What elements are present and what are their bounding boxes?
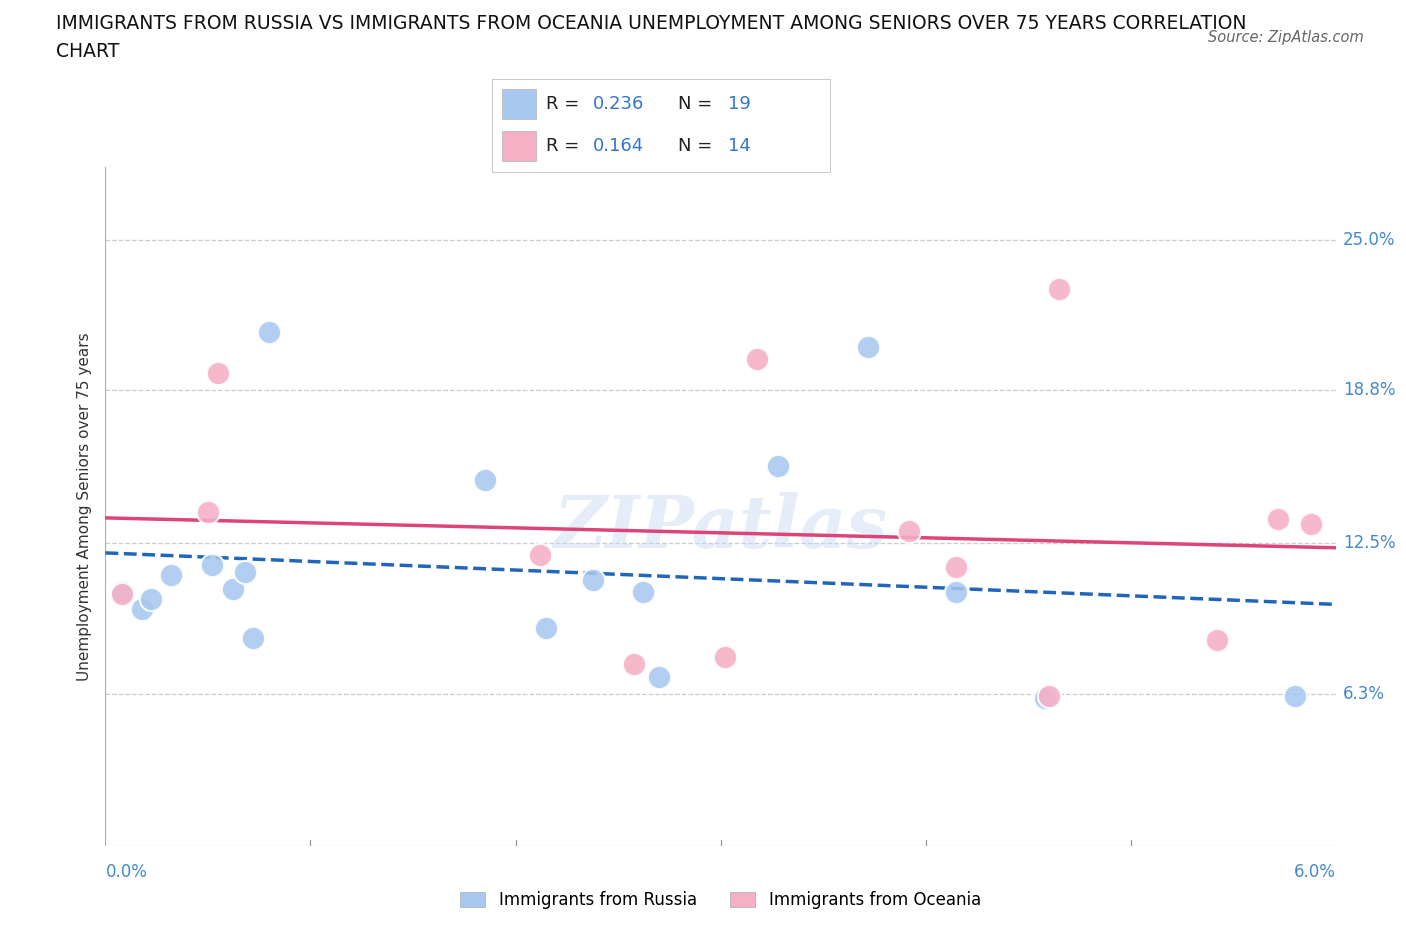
Point xyxy=(221,582,243,597)
Text: 0.236: 0.236 xyxy=(593,95,645,113)
Text: 0.164: 0.164 xyxy=(593,137,644,155)
Text: ZIPatlas: ZIPatlas xyxy=(554,492,887,563)
Text: N =: N = xyxy=(678,95,717,113)
Y-axis label: Unemployment Among Seniors over 75 years: Unemployment Among Seniors over 75 years xyxy=(76,333,91,681)
Text: CHART: CHART xyxy=(56,42,120,60)
Text: 6.3%: 6.3% xyxy=(1343,684,1385,702)
Legend: Immigrants from Russia, Immigrants from Oceania: Immigrants from Russia, Immigrants from … xyxy=(454,884,987,916)
Text: 6.0%: 6.0% xyxy=(1294,863,1336,881)
Text: 12.5%: 12.5% xyxy=(1343,534,1395,552)
Point xyxy=(474,472,496,487)
Point xyxy=(623,657,645,671)
Point xyxy=(1047,281,1070,296)
Point xyxy=(197,504,219,519)
Point xyxy=(1038,688,1060,703)
Point xyxy=(648,670,671,684)
Point xyxy=(898,524,921,538)
Point xyxy=(631,584,654,599)
Text: N =: N = xyxy=(678,137,717,155)
Text: 18.8%: 18.8% xyxy=(1343,381,1395,400)
Point xyxy=(713,650,735,665)
Text: IMMIGRANTS FROM RUSSIA VS IMMIGRANTS FROM OCEANIA UNEMPLOYMENT AMONG SENIORS OVE: IMMIGRANTS FROM RUSSIA VS IMMIGRANTS FRO… xyxy=(56,14,1247,33)
Point xyxy=(139,591,162,606)
Text: 19: 19 xyxy=(728,95,751,113)
Point xyxy=(233,565,256,579)
Point xyxy=(1033,691,1056,706)
Point xyxy=(201,558,224,573)
Point xyxy=(945,584,967,599)
Point xyxy=(536,620,558,635)
FancyBboxPatch shape xyxy=(502,89,536,119)
Point xyxy=(131,602,153,617)
Point xyxy=(207,366,229,381)
Point xyxy=(259,325,281,339)
Point xyxy=(945,560,967,575)
Point xyxy=(582,572,605,587)
Text: R =: R = xyxy=(546,95,585,113)
Text: Source: ZipAtlas.com: Source: ZipAtlas.com xyxy=(1208,30,1364,45)
Point xyxy=(858,339,880,354)
Text: R =: R = xyxy=(546,137,585,155)
Point xyxy=(766,458,789,473)
Point xyxy=(111,587,134,602)
Point xyxy=(529,548,551,563)
Text: 25.0%: 25.0% xyxy=(1343,232,1395,249)
Point xyxy=(242,631,264,645)
FancyBboxPatch shape xyxy=(502,131,536,161)
Text: 0.0%: 0.0% xyxy=(105,863,148,881)
Point xyxy=(1205,632,1227,647)
Point xyxy=(1267,512,1289,526)
Text: 14: 14 xyxy=(728,137,751,155)
Point xyxy=(747,352,769,366)
Point xyxy=(160,567,183,582)
Point xyxy=(1284,688,1306,703)
Point xyxy=(1301,516,1323,531)
Point xyxy=(111,584,134,599)
